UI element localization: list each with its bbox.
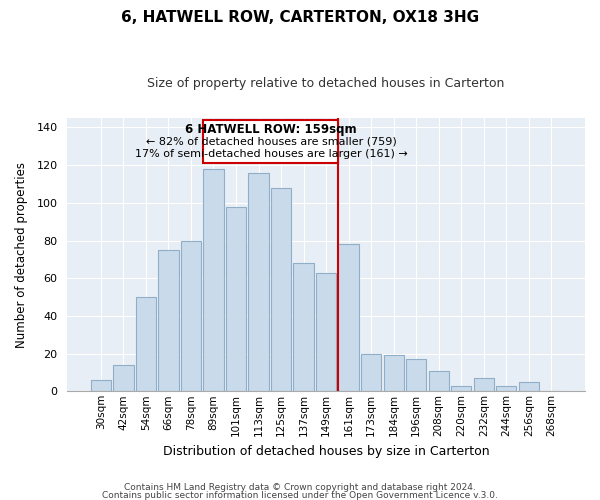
Bar	[406, 359, 427, 392]
Bar	[451, 386, 472, 392]
Bar	[271, 188, 291, 392]
Bar	[473, 378, 494, 392]
Bar	[248, 172, 269, 392]
Bar	[496, 386, 517, 392]
Bar	[293, 263, 314, 392]
Bar	[181, 240, 201, 392]
Bar	[158, 250, 179, 392]
Text: Contains HM Land Registry data © Crown copyright and database right 2024.: Contains HM Land Registry data © Crown c…	[124, 483, 476, 492]
X-axis label: Distribution of detached houses by size in Carterton: Distribution of detached houses by size …	[163, 444, 490, 458]
FancyBboxPatch shape	[203, 120, 338, 164]
Bar	[91, 380, 111, 392]
Bar	[428, 370, 449, 392]
Text: Contains public sector information licensed under the Open Government Licence v.: Contains public sector information licen…	[102, 490, 498, 500]
Title: Size of property relative to detached houses in Carterton: Size of property relative to detached ho…	[148, 78, 505, 90]
Bar	[518, 382, 539, 392]
Y-axis label: Number of detached properties: Number of detached properties	[15, 162, 28, 348]
Bar	[113, 365, 134, 392]
Bar	[226, 206, 246, 392]
Text: 6, HATWELL ROW, CARTERTON, OX18 3HG: 6, HATWELL ROW, CARTERTON, OX18 3HG	[121, 10, 479, 25]
Bar	[338, 244, 359, 392]
Bar	[136, 297, 156, 392]
Bar	[316, 272, 336, 392]
Text: 17% of semi-detached houses are larger (161) →: 17% of semi-detached houses are larger (…	[134, 148, 407, 158]
Bar	[203, 169, 224, 392]
Bar	[361, 354, 381, 392]
Text: ← 82% of detached houses are smaller (759): ← 82% of detached houses are smaller (75…	[146, 136, 396, 146]
Bar	[383, 356, 404, 392]
Text: 6 HATWELL ROW: 159sqm: 6 HATWELL ROW: 159sqm	[185, 123, 357, 136]
